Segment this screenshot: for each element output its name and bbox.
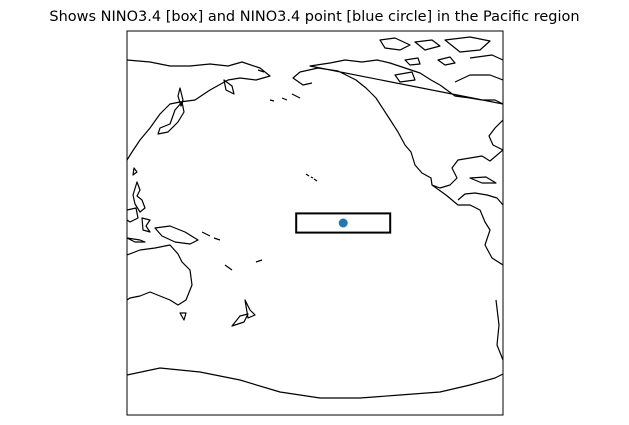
coastline-central-south-america bbox=[431, 184, 503, 266]
coastline-tasmania bbox=[179, 312, 187, 321]
coastline-sulawesi bbox=[141, 217, 151, 233]
coastline-north-america bbox=[299, 59, 503, 189]
coastline-vanuatu-fiji bbox=[224, 259, 263, 271]
coastline-south-america-tip bbox=[495, 299, 503, 361]
coastline-sakhalin bbox=[177, 87, 184, 107]
nino34-box bbox=[295, 212, 392, 234]
coastline-new-zealand bbox=[231, 299, 256, 327]
coastline-japan bbox=[157, 101, 185, 135]
nino34-point bbox=[338, 218, 348, 228]
coastline-east-asia bbox=[127, 59, 271, 161]
coastline-philippines bbox=[132, 181, 146, 213]
coastline-antarctica bbox=[127, 367, 503, 399]
coastline-kamchatka bbox=[223, 79, 235, 95]
coastline-new-guinea bbox=[154, 225, 199, 245]
coastline-australia bbox=[127, 244, 193, 306]
coastline-arctic-islands bbox=[379, 36, 503, 83]
map-frame bbox=[126, 30, 504, 416]
map-title: Shows NINO3.4 [box] and NINO3.4 point [b… bbox=[49, 9, 580, 25]
coastline-alaska bbox=[257, 69, 313, 102]
coastline-cuba bbox=[469, 176, 497, 184]
coastline-borneo bbox=[127, 207, 139, 223]
coastline-hawaii bbox=[305, 173, 318, 182]
coastline-taiwan bbox=[132, 167, 138, 176]
coastline-java bbox=[127, 237, 146, 243]
coastline-solomons bbox=[201, 231, 221, 241]
